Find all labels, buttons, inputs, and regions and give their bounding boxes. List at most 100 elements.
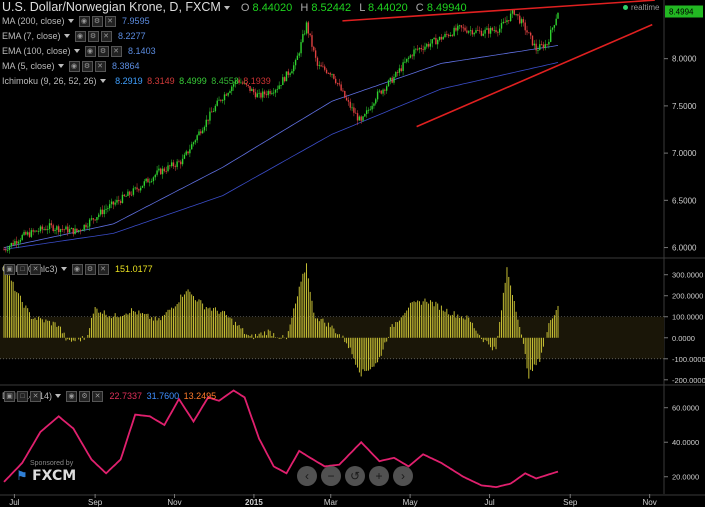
indicator-label[interactable]: EMA (7, close) <box>2 31 61 41</box>
reset-icon[interactable]: ↺ <box>345 466 365 486</box>
candle-body <box>211 111 213 113</box>
cci-bar <box>355 337 357 365</box>
indicator-label[interactable]: MA (5, close) <box>2 61 55 71</box>
cci-bar <box>147 313 149 338</box>
chevron-down-icon[interactable] <box>55 394 62 399</box>
eye-icon[interactable]: ◉ <box>78 16 90 28</box>
cci-bar <box>552 318 553 338</box>
eye-icon[interactable]: ◉ <box>71 264 83 276</box>
collapse-pane-icon[interactable]: ▣ <box>4 264 15 276</box>
chevron-left-icon[interactable]: ‹ <box>297 466 317 486</box>
candle-body <box>26 232 29 235</box>
collapse-pane-icon[interactable]: ▣ <box>4 391 15 403</box>
indicator-label[interactable]: Ichimoku (9, 26, 52, 26) <box>2 76 97 86</box>
cci-bar <box>504 282 506 338</box>
candle-body <box>422 49 424 50</box>
cci-bar <box>282 335 284 338</box>
indicator-ema7[interactable]: EMA (7, close) ◉ ⚙ ✕ 8.2277 <box>2 31 146 43</box>
cci-bar <box>442 310 444 338</box>
settings-icon[interactable]: ⚙ <box>97 46 109 58</box>
candle-body <box>291 71 293 74</box>
indicator-ichimoku[interactable]: Ichimoku (9, 26, 52, 26) 8.2919 8.3149 8… <box>2 76 271 88</box>
candle-body <box>245 82 248 85</box>
chevron-down-icon[interactable] <box>67 19 74 24</box>
cci-bar <box>386 337 388 342</box>
eye-icon[interactable]: ◉ <box>74 31 86 43</box>
eye-icon[interactable]: ◉ <box>68 61 80 73</box>
indicator-label[interactable]: EMA (100, close) <box>2 46 71 56</box>
close-icon[interactable]: ✕ <box>94 61 106 73</box>
cci-bar <box>493 337 495 347</box>
close-icon[interactable]: ✕ <box>104 16 116 28</box>
chevron-down-icon[interactable] <box>99 79 106 84</box>
settings-icon[interactable]: ⚙ <box>91 16 103 28</box>
settings-icon[interactable]: ⚙ <box>87 31 99 43</box>
cci-tick-label: 300.0000 <box>672 271 703 280</box>
candle-body <box>72 228 74 235</box>
maximize-pane-icon[interactable]: □ <box>17 391 28 403</box>
settings-icon[interactable]: ⚙ <box>84 264 96 276</box>
cci-bar <box>506 267 508 338</box>
cci-bar <box>322 318 324 338</box>
maximize-pane-icon[interactable]: □ <box>17 264 28 276</box>
indicator-value: 8.3864 <box>112 61 140 71</box>
close-icon[interactable]: ✕ <box>110 46 122 58</box>
candle-body <box>336 82 339 84</box>
candle-body <box>143 181 146 186</box>
cci-bar <box>557 305 559 338</box>
indicator-cci[interactable]: CCI (50, hlc3)◉⚙✕ 151.0177 <box>2 264 153 276</box>
indicator-ma5[interactable]: MA (5, close) ◉ ⚙ ✕ 8.3864 <box>2 61 140 73</box>
cci-bar <box>457 314 459 338</box>
cci-bar <box>127 314 129 338</box>
chevron-down-icon[interactable] <box>60 267 67 272</box>
price-tick-label: 8.0000 <box>672 55 697 64</box>
indicator-ma200[interactable]: MA (200, close) ◉ ⚙ ✕ 7.9595 <box>2 16 150 28</box>
symbol-title[interactable]: U.S. Dollar/Norwegian Krone, D, FXCM <box>2 0 221 14</box>
cci-bar <box>244 333 246 338</box>
realtime-status: realtime <box>623 3 659 12</box>
settings-icon[interactable]: ⚙ <box>81 61 93 73</box>
close-icon[interactable]: ✕ <box>100 31 112 43</box>
candle-body <box>511 10 514 14</box>
cci-bar <box>50 325 52 338</box>
chevron-down-icon[interactable] <box>73 49 80 54</box>
symbol-dropdown-icon[interactable] <box>223 5 230 10</box>
eye-icon[interactable]: ◉ <box>66 391 78 403</box>
indicator-label[interactable]: CCI (50, hlc3) <box>2 264 58 274</box>
indicator-ema100[interactable]: EMA (100, close) ◉ ⚙ ✕ 8.1403 <box>2 46 156 58</box>
close-icon[interactable]: ✕ <box>97 264 109 276</box>
cci-bar <box>49 320 51 338</box>
candle-body <box>311 35 313 47</box>
minus-icon[interactable]: − <box>321 466 341 486</box>
candle-body <box>535 43 537 51</box>
settings-icon[interactable]: ⚙ <box>79 391 91 403</box>
close-pane-icon[interactable]: ✕ <box>30 391 41 403</box>
cci-bar <box>81 336 83 338</box>
cci-bar <box>220 312 222 338</box>
close-pane-icon[interactable]: ✕ <box>30 264 41 276</box>
chevron-right-icon[interactable]: › <box>393 466 413 486</box>
cci-bar <box>462 318 464 338</box>
candle-body <box>273 92 275 94</box>
price-tick-label: 7.0000 <box>672 149 697 158</box>
plus-icon[interactable]: + <box>369 466 389 486</box>
cci-bar <box>513 300 515 338</box>
candle-body <box>331 74 333 75</box>
candle-body <box>506 20 508 22</box>
candle-body <box>409 55 412 58</box>
candle-body <box>355 112 357 114</box>
indicator-label[interactable]: MA (200, close) <box>2 16 65 26</box>
candle-body <box>25 231 27 235</box>
candle-body <box>256 93 259 98</box>
cci-bar <box>258 333 260 338</box>
candle-body <box>149 181 151 183</box>
eye-icon[interactable]: ◉ <box>84 46 96 58</box>
sponsor-badge[interactable]: Sponsored by ⚑ FXCM <box>16 460 76 485</box>
cci-bar <box>293 308 295 338</box>
candle-body <box>553 25 556 28</box>
chevron-down-icon[interactable] <box>57 64 64 69</box>
cci-bar <box>18 293 20 338</box>
chevron-down-icon[interactable] <box>63 34 70 39</box>
close-icon[interactable]: ✕ <box>92 391 104 403</box>
